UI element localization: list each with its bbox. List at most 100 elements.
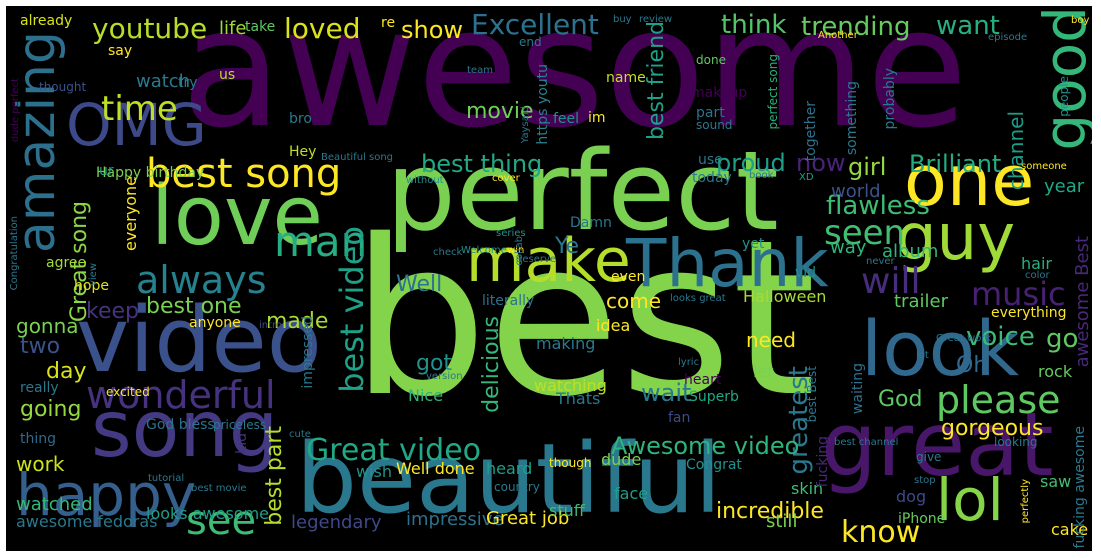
word-perfect: perfect (386, 127, 779, 255)
word-best-song: best song (146, 151, 342, 197)
word-need: need (746, 328, 796, 352)
word-fan: fan (668, 410, 691, 426)
word-best-one: best one (146, 294, 242, 319)
word-great-video: Great video (306, 433, 482, 468)
word-priceless: priceless (213, 418, 267, 432)
word-skin: skin (791, 479, 824, 498)
word-excellent: Excellent (471, 8, 599, 41)
word-something: something (844, 81, 860, 156)
word-cover: cover (492, 173, 520, 184)
word-let: let (753, 362, 774, 381)
word-never: never (866, 256, 895, 267)
word-win: win (507, 245, 525, 256)
word-watching: watching (534, 376, 607, 395)
word-well-done: Well done (396, 459, 475, 478)
word-looks-awesome: looks awesome (146, 504, 269, 523)
word-now: now (796, 149, 846, 177)
word-heard: heard (486, 459, 533, 478)
word-give: give (916, 450, 942, 464)
word-youtube: youtube (92, 12, 208, 45)
word-know: know (841, 515, 921, 550)
word-thing: thing (20, 431, 57, 447)
word-yaysaid: Yaysaid (520, 106, 531, 144)
word-excited: excited (106, 385, 150, 399)
word-feel: feel (553, 111, 580, 127)
word-trailer: trailer (894, 291, 948, 312)
word-check: check (433, 247, 463, 258)
word-year: year (1044, 176, 1085, 197)
word-great: great (821, 393, 1054, 496)
word-gonna: gonna (16, 314, 79, 338)
word-world: world (831, 181, 881, 202)
word-iphone: iPhone (898, 511, 946, 527)
word-brilliant: Brilliant (909, 150, 1002, 178)
word-https-youtu: https youtu (535, 64, 551, 145)
word-beautiful-song: Beautiful song (321, 152, 394, 163)
word-thats: Thats (556, 389, 601, 408)
word-gorgeous: gorgeous (941, 416, 1044, 441)
word-make: make (466, 226, 631, 296)
word-lyric: lyric (678, 357, 700, 368)
word-vid: vid (795, 265, 817, 281)
word-channel: channel (1004, 111, 1028, 191)
word-congrat: Congrat (686, 457, 742, 473)
word-life: life (219, 18, 247, 39)
word-movie: movie (466, 99, 534, 124)
word-love: love (151, 169, 323, 264)
word-cute: cute (289, 429, 311, 440)
word-kid: kid (234, 433, 250, 454)
word-flawless: flawless (826, 191, 930, 221)
word-rock: rock (1038, 362, 1073, 381)
word-country: country (494, 480, 540, 494)
word-great-work: Great work (936, 333, 992, 344)
word-superb: Superb (689, 389, 739, 405)
word-yet: yet (742, 236, 765, 252)
word-try: try (178, 75, 198, 91)
word-proud: proud (716, 149, 786, 177)
word-oh: Oh (956, 353, 988, 378)
word-best-friend: best friend (644, 21, 669, 140)
word-girl: girl (848, 153, 887, 181)
word-stuff: stuff (549, 501, 585, 520)
word-ur: ur (99, 163, 114, 179)
word-made: made (266, 309, 329, 334)
word-done: done (696, 53, 726, 67)
word-best-video: best video (333, 226, 371, 393)
word-looks-great: looks great (670, 293, 726, 304)
word-color: color (1025, 270, 1050, 281)
word-man: man (274, 217, 368, 266)
word-together: together (803, 101, 819, 162)
word-tutorial: tutorial (148, 473, 185, 484)
word-trending: trending (801, 12, 911, 42)
word-think: think (721, 10, 787, 40)
word-take: take (245, 19, 276, 35)
word-people: people (1057, 76, 1071, 117)
word-though: though (549, 456, 592, 470)
word-without: without (406, 175, 444, 186)
word-welcome: Welcome (461, 245, 507, 256)
word-lot: lot (916, 350, 929, 361)
word-looking: looking (994, 435, 1038, 449)
word-awesome-fedoras: awesome fedoras (16, 512, 158, 531)
word-re: re (381, 15, 396, 31)
word-keep: keep (86, 299, 139, 324)
word-please: please (936, 378, 1061, 422)
word-dog: dog (896, 487, 927, 506)
word-xd: XD (799, 172, 814, 183)
word-name: name (606, 70, 646, 86)
word-show: show (401, 16, 464, 44)
word-video: video (76, 288, 322, 393)
word-already: already (20, 13, 73, 29)
word-episode: episode (988, 32, 1028, 43)
word-seen: seen (824, 213, 906, 253)
word-omg: OMG (66, 91, 207, 159)
word-day: day (46, 359, 87, 384)
word-hey: Hey (289, 144, 317, 160)
word-buy: buy (613, 14, 632, 25)
word-come: come (606, 289, 662, 313)
word-say: say (108, 43, 133, 59)
word-time: time (101, 89, 178, 129)
word-series: series (496, 228, 526, 239)
word-awesome-video: Awesome video (611, 432, 800, 460)
word-thought: thought (39, 80, 87, 94)
